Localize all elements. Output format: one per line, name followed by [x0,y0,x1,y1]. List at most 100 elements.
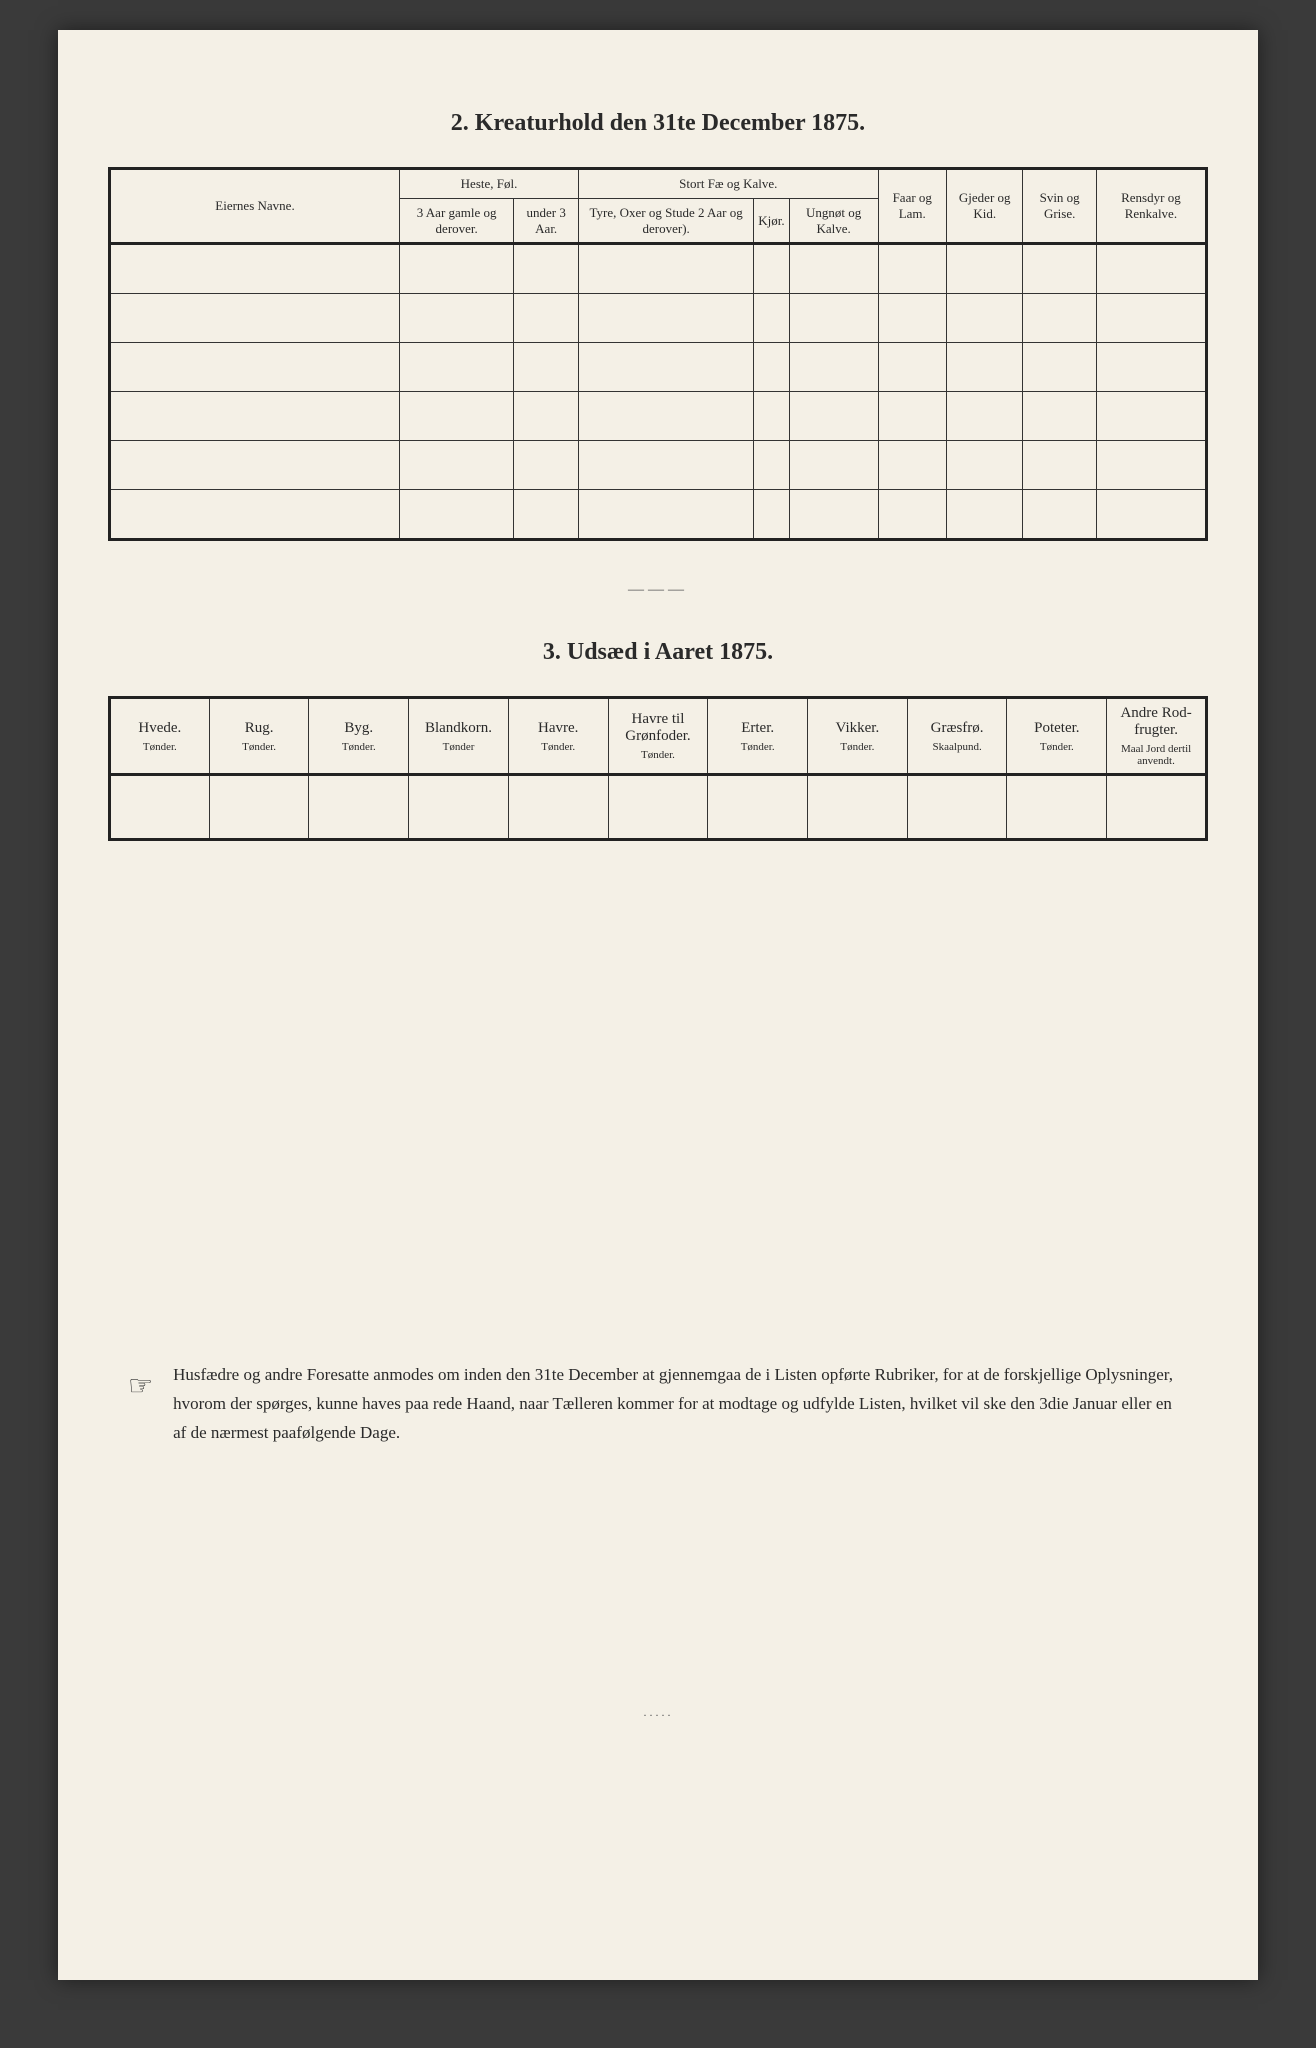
cell [110,343,400,392]
cell [110,490,400,540]
cell [946,441,1022,490]
col-stort-sub3: Ungnøt og Kalve. [789,199,878,244]
section2-title: 2. Kreaturhold den 31te December 1875. [108,110,1208,137]
col-rensdyr: Rensdyr og Renkalve. [1096,169,1206,244]
cell [789,392,878,441]
cell [400,490,514,540]
cell [907,775,1007,840]
cell [400,392,514,441]
cell [608,775,708,840]
document-page: 2. Kreaturhold den 31te December 1875. E… [58,30,1258,1980]
cell [789,441,878,490]
cell [508,775,608,840]
col-heste: Heste, Føl. [400,169,579,199]
col-stort-sub2: Kjør. [754,199,789,244]
divider-ornament: ——— [108,581,1208,599]
cell [789,244,878,294]
cell [754,343,789,392]
cell [209,775,309,840]
cell [878,392,946,441]
col-heste-sub2: under 3 Aar. [514,199,579,244]
cell [514,244,579,294]
cell [1096,244,1206,294]
seed-col-header: Græsfrø.Skaalpund. [907,698,1007,775]
cell [946,244,1022,294]
cell [1023,244,1096,294]
seed-col-header: Havre til Grønfoder.Tønder. [608,698,708,775]
cell [1023,490,1096,540]
cell [514,392,579,441]
end-ornament: ····· [108,1708,1208,1723]
cell [1096,392,1206,441]
cell [808,775,908,840]
cell [400,343,514,392]
seed-col-header: Rug.Tønder. [209,698,309,775]
cell [514,441,579,490]
cell [789,490,878,540]
cell [1096,343,1206,392]
cell [1107,775,1207,840]
seed-col-header: Havre.Tønder. [508,698,608,775]
seed-table: Hvede.Tønder.Rug.Tønder.Byg.Tønder.Bland… [108,696,1208,841]
cell [579,392,754,441]
cell [1023,441,1096,490]
cell [579,441,754,490]
footer-text: Husfædre og andre Foresatte anmodes om i… [173,1361,1188,1448]
cell [878,294,946,343]
cell [400,441,514,490]
livestock-table: Eiernes Navne. Heste, Føl. Stort Fæ og K… [108,167,1208,541]
cell [110,392,400,441]
cell [754,244,789,294]
cell [946,392,1022,441]
seed-col-header: Blandkorn.Tønder [409,698,509,775]
col-svin: Svin og Grise. [1023,169,1096,244]
cell [878,441,946,490]
cell [1023,392,1096,441]
col-gjeder: Gjeder og Kid. [946,169,1022,244]
cell [110,244,400,294]
cell [110,294,400,343]
col-heste-sub1: 3 Aar gamle og derover. [400,199,514,244]
cell [1096,490,1206,540]
cell [409,775,509,840]
cell [400,244,514,294]
cell [110,441,400,490]
cell [754,294,789,343]
cell [878,343,946,392]
cell [514,343,579,392]
cell [1096,294,1206,343]
cell [708,775,808,840]
pointing-hand-icon: ☞ [128,1363,153,1448]
seed-col-header: Poteter.Tønder. [1007,698,1107,775]
seed-col-header: Hvede.Tønder. [110,698,210,775]
seed-col-header: Vikker.Tønder. [808,698,908,775]
col-eiernes: Eiernes Navne. [110,169,400,244]
col-faar: Faar og Lam. [878,169,946,244]
footer-note: ☞ Husfædre og andre Foresatte anmodes om… [108,1361,1208,1448]
cell [579,343,754,392]
cell [878,490,946,540]
cell [946,343,1022,392]
section3-title: 3. Udsæd i Aaret 1875. [108,639,1208,666]
cell [754,490,789,540]
cell [878,244,946,294]
col-stort-sub1: Tyre, Oxer og Stude 2 Aar og derover). [579,199,754,244]
cell [789,294,878,343]
cell [579,490,754,540]
cell [514,294,579,343]
cell [110,775,210,840]
col-stort: Stort Fæ og Kalve. [579,169,879,199]
seed-col-header: Byg.Tønder. [309,698,409,775]
cell [309,775,409,840]
cell [400,294,514,343]
cell [1096,441,1206,490]
cell [754,392,789,441]
cell [1023,343,1096,392]
cell [946,294,1022,343]
seed-col-header: Andre Rod-frugter.Maal Jord dertil anven… [1107,698,1207,775]
cell [1007,775,1107,840]
seed-col-header: Erter.Tønder. [708,698,808,775]
cell [1023,294,1096,343]
cell [514,490,579,540]
cell [789,343,878,392]
